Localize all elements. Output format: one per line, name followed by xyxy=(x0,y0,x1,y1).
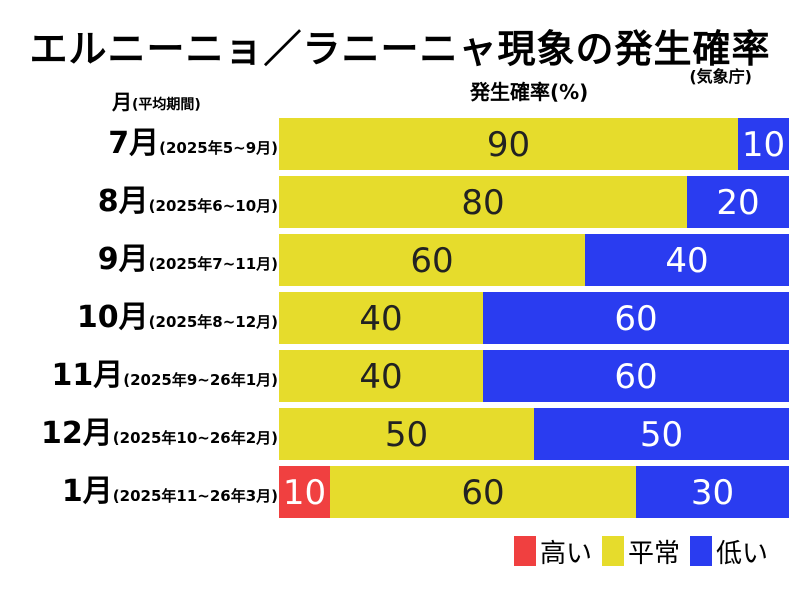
row-period: (2025年10~26年2月) xyxy=(112,429,278,447)
data-label: 60 xyxy=(614,299,657,339)
data-label: 60 xyxy=(614,357,657,397)
row-label: 1月(2025年11~26年3月) xyxy=(62,466,278,518)
row-label: 11月(2025年9~26年1月) xyxy=(51,350,278,402)
chart-title: エルニーニョ／ラニーニャ現象の発生確率 xyxy=(29,27,771,71)
data-label: 10 xyxy=(742,125,785,165)
data-label: 90 xyxy=(487,125,530,165)
percent-axis-label: 発生確率(%) xyxy=(470,80,589,104)
legend-swatch xyxy=(514,536,536,566)
data-label: 60 xyxy=(461,473,504,513)
data-label: 50 xyxy=(385,415,428,455)
data-label: 40 xyxy=(359,299,402,339)
month-header-note: (平均期間) xyxy=(132,97,201,113)
legend-label: 低い xyxy=(716,538,769,569)
legend-swatch xyxy=(690,536,713,566)
bar-segment-normal xyxy=(279,408,534,460)
legend-item-high: 高い xyxy=(514,533,592,570)
row-period: (2025年8~12月) xyxy=(148,313,278,331)
data-label: 60 xyxy=(410,241,453,281)
data-label: 20 xyxy=(716,183,759,223)
data-label: 30 xyxy=(691,473,734,513)
row-month: 7月 xyxy=(108,126,160,161)
bar-segment-low xyxy=(738,118,789,170)
bar-segment-low xyxy=(483,350,789,402)
bar-segment-low xyxy=(585,234,789,286)
legend-swatch xyxy=(602,536,625,566)
row-label: 12月(2025年10~26年2月) xyxy=(41,408,278,460)
row-label: 9月(2025年7~11月) xyxy=(98,234,278,286)
row-period: (2025年5~9月) xyxy=(159,139,278,157)
legend-label: 高い xyxy=(540,538,593,569)
bar-segment-low xyxy=(687,176,789,228)
row-month: 9月 xyxy=(97,242,149,277)
row-label: 7月(2025年5~9月) xyxy=(108,118,278,170)
row-period: (2025年6~10月) xyxy=(148,197,278,215)
bar-segment-normal xyxy=(279,350,483,402)
bar-segment-low xyxy=(534,408,789,460)
row-label: 10月(2025年8~12月) xyxy=(77,292,278,344)
bar-segment-low xyxy=(483,292,789,344)
legend-label: 平常 xyxy=(628,538,681,569)
bar-segment-high xyxy=(279,466,330,518)
data-label: 80 xyxy=(461,183,504,223)
bar-segment-normal xyxy=(330,466,636,518)
row-month: 10月 xyxy=(76,300,149,335)
legend: 高い 平常 低い xyxy=(514,536,778,569)
bar-segment-normal xyxy=(279,176,687,228)
row-month: 8月 xyxy=(97,184,149,219)
bar-segment-normal xyxy=(279,234,585,286)
data-label: 40 xyxy=(359,357,402,397)
row-label: 8月(2025年6~10月) xyxy=(98,176,278,228)
data-label: 40 xyxy=(665,241,708,281)
data-label: 10 xyxy=(283,473,326,513)
bar-segment-normal xyxy=(279,292,483,344)
month-header-label: 月 xyxy=(112,90,132,114)
bar-segment-low xyxy=(636,466,789,518)
legend-item-normal: 平常 xyxy=(602,533,680,570)
row-period: (2025年11~26年3月) xyxy=(112,487,278,505)
row-month: 11月 xyxy=(51,358,124,393)
row-period: (2025年9~26年1月) xyxy=(123,371,278,389)
row-period: (2025年7~11月) xyxy=(148,255,278,273)
row-month: 12月 xyxy=(41,416,113,451)
source-note: (気象庁) xyxy=(689,67,752,86)
row-month: 1月 xyxy=(61,474,113,509)
bar-segment-normal xyxy=(279,118,738,170)
month-column-header: 月(平均期間) xyxy=(112,86,201,115)
legend-item-low: 低い xyxy=(690,533,768,570)
data-label: 50 xyxy=(640,415,683,455)
